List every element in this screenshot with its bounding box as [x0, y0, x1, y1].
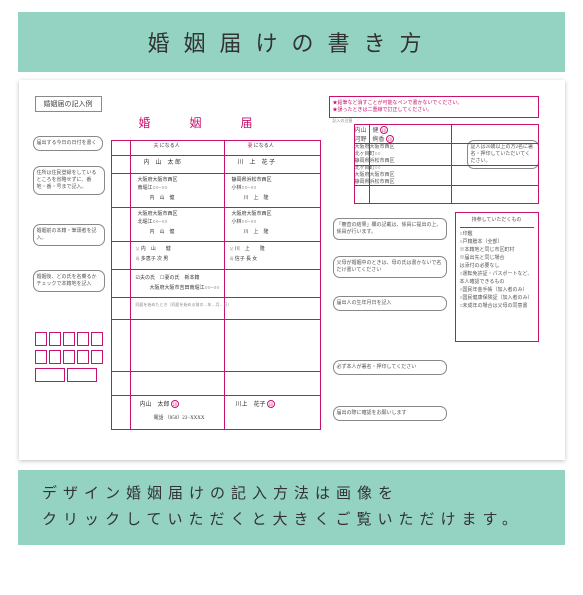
name-husband: 内 山 太 郎	[142, 159, 184, 169]
stamp-row-2	[35, 350, 103, 364]
header-band: 婚姻届けの書き方	[18, 12, 565, 72]
doukyo-label: 同居を始めたとき（同居を始める前の…年…月…日）	[134, 301, 234, 308]
main-form-grid: 夫 になる人 妻 になる人 内 山 太 郎 川 上 花 子 大阪府大阪市西区 南…	[111, 140, 321, 430]
mother-w: 母 信子 長 女	[228, 255, 260, 265]
page-title: 婚姻届けの書き方	[18, 26, 565, 58]
w1-addr: 大阪府大阪市西区	[355, 143, 538, 150]
footer-band: デザイン婚姻届けの記入方法は画像を クリックしていただくと大きくご覧いただけます…	[18, 470, 565, 545]
callout-7: 必ず本人が署名・押印してください	[333, 360, 447, 375]
notice-line-1: ★鉛筆など消すことが可能なペンで書かないでください。	[333, 100, 535, 107]
callout-3: 婚姻前の本籍・筆頭者を記入。	[33, 224, 105, 246]
w2-hon: 静岡県浜松市西区	[355, 178, 538, 185]
top-notice: ★鉛筆など消すことが可能なペンで書かないでください。 ★誤ったときは二重線で訂正…	[329, 96, 539, 118]
example-label: 婚姻届の記入例	[35, 96, 102, 112]
father-w: 父 川 上 隆	[228, 245, 267, 255]
addr-w2: 小林○○−○○	[230, 185, 259, 194]
bring-title: 持参していただくもの	[460, 217, 534, 228]
w1-hon: 大阪府大阪市西区	[355, 171, 538, 178]
label-wife: 妻 になる人	[246, 143, 276, 152]
label-husband: 夫 になる人	[152, 143, 182, 152]
w1-addr2: 北ヶ目町○○	[355, 150, 538, 157]
witness-grid: 内山 健 印 河野 絢香 印 大阪府大阪市西区 北ヶ目町○○ 静岡県浜松市西区 …	[354, 124, 539, 204]
hon-w2: 小林○○−○○	[230, 219, 259, 228]
hittou-w: 川 上 隆	[242, 229, 271, 238]
new-hon-line: ☑夫の氏 ☐妻の氏 新本籍	[134, 275, 202, 284]
footer-line-1: デザイン婚姻届けの記入方法は画像を	[42, 482, 541, 508]
hittou-h: 内 山 健	[148, 229, 177, 238]
bring-item-3: ※届出先と同じ場合	[460, 255, 534, 263]
addr-h2: 南堀江○○−○○	[136, 185, 170, 194]
callout-2: 住所は住民登録をしているところを省略せずに、番地・番・号まで記入。	[33, 166, 105, 195]
bring-item-1: ○戸籍謄本（全部）	[460, 239, 534, 247]
new-hon: 大阪府大阪市吉田南堀江○○−○○	[148, 285, 222, 294]
setai-h: 内 山 健	[148, 195, 177, 204]
stamp-row-3	[35, 368, 97, 382]
bring-item-2: ※本籍地と同じ市区町村	[460, 247, 534, 255]
callout-8: 父母が婚姻中のときは、母の氏は書かないで名だけ書いてください	[333, 256, 447, 278]
hon-h2: 北堀江○○−○○	[136, 219, 170, 228]
w2-name: 河野 絢香 印	[355, 134, 538, 143]
bring-item-0: ○印鑑	[460, 231, 534, 239]
bring-item-4: は添付の必要なし	[460, 263, 534, 271]
bring-list: 持参していただくもの ○印鑑 ○戸籍謄本（全部） ※本籍地と同じ市区町村 ※届出…	[455, 212, 539, 342]
note-label: 記入の注意	[333, 118, 353, 124]
sign-h: 内山 太郎 印	[138, 399, 182, 411]
callout-6: 「審査の結果」欄の記載は、係員に提出の上、係員が行います。	[333, 218, 447, 240]
bring-item-8: ○国民年金手帳（加入者のみ）	[460, 287, 534, 295]
father-h: 父 内 山 健	[134, 245, 173, 255]
document-preview[interactable]: 婚姻届の記入例 婚 姻 届 ★鉛筆など消すことが可能なペンで書かないでください。…	[19, 80, 565, 460]
callout-1: 届出する今日の日付を書く	[33, 136, 103, 151]
setai-w: 川 上 隆	[242, 195, 271, 204]
callout-extra: 届出人の生年月日を記入	[333, 296, 447, 311]
callout-9: 届出の際に確認をお願いします	[333, 406, 447, 421]
name-wife: 川 上 花 子	[236, 159, 278, 169]
w1-name: 内山 健 印	[355, 125, 538, 134]
sign-w: 川上 花子 印	[234, 399, 278, 411]
notice-line-2: ★誤ったときは二重線で訂正してください。	[333, 107, 535, 114]
phone: 電話 （050）23−XXXX	[152, 415, 207, 424]
w2-addr: 静岡県浜松市西区	[355, 157, 538, 164]
bring-item-9: ○国民健康保険証（加入者のみ）	[460, 295, 534, 303]
mother-h: 母 多恵子 次 男	[134, 255, 171, 265]
footer-line-2: クリックしていただくと大きくご覧いただけます。	[42, 508, 541, 534]
stamp-row	[35, 332, 103, 346]
callout-4: 婚姻後、どの氏を名乗るかチェックで本籍地を記入	[33, 270, 105, 292]
form-title: 婚 姻 届	[139, 114, 271, 131]
bring-item-6: ○運転免許証・パスポートなど、本人確認できるもの	[460, 271, 534, 287]
bring-item-10: ○未成年の場合は父母の同意書	[460, 303, 534, 311]
